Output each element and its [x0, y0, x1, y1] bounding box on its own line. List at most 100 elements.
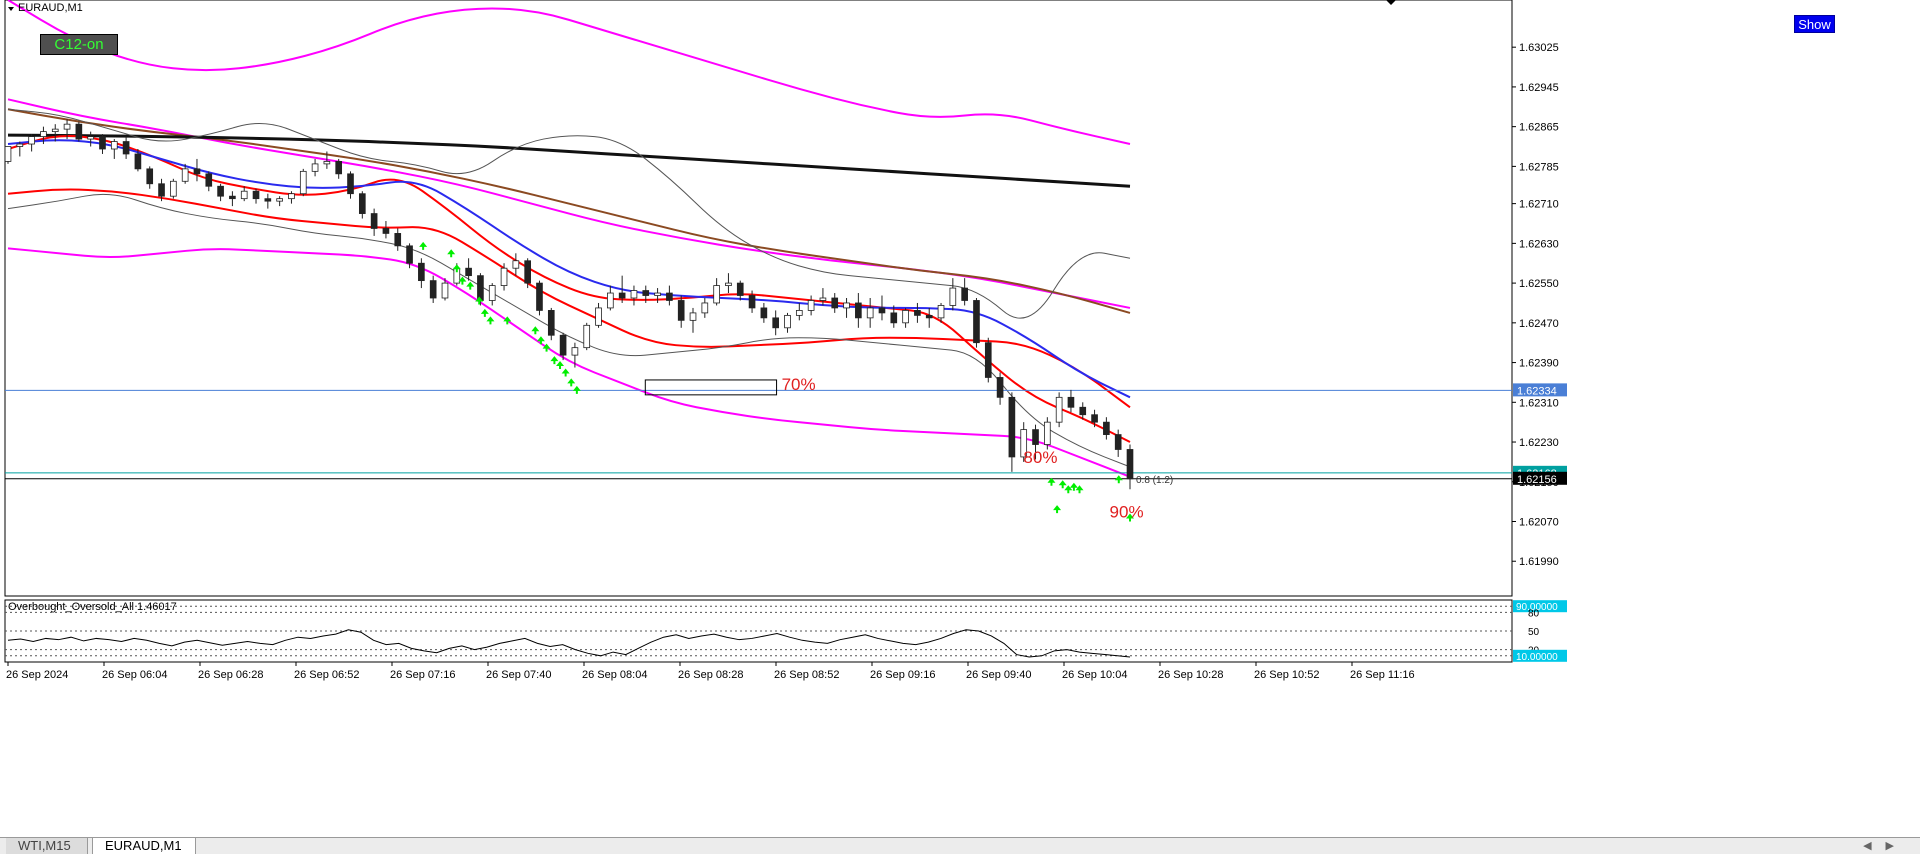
buy-arrow-icon [1053, 505, 1062, 514]
buy-arrow-icon [1058, 480, 1067, 489]
price-tick-label: 1.62710 [1519, 199, 1559, 211]
candle-body [642, 290, 650, 296]
candle-body [335, 161, 343, 175]
candle-body [1044, 421, 1051, 445]
candle-body [382, 228, 390, 234]
time-tick-label: 26 Sep 08:52 [774, 669, 839, 681]
sub-level-label: 10.00000 [1516, 652, 1558, 663]
candle-body [40, 131, 47, 137]
candle-body [831, 297, 839, 309]
indicator-line-4 [7, 134, 1131, 443]
candle-body [654, 292, 661, 296]
candle-body [28, 136, 35, 145]
buy-arrow-icon [572, 385, 581, 394]
price-chart[interactable]: 1.63025 1.62945 1.62865 1.62785 1.62710 1.626… [0, 0, 1920, 836]
candle-body [559, 334, 567, 356]
candle-body [465, 267, 472, 277]
tab-wti-m15[interactable]: WTI,M15 [6, 838, 88, 854]
candle-body [547, 310, 555, 336]
sub-indicator-name: Overbought_Oversold_All 1.46017 [8, 601, 177, 613]
price-tick-label: 1.62785 [1519, 161, 1559, 173]
candle-body [252, 190, 260, 200]
buy-arrow-icon [486, 316, 495, 325]
indicator-line-9 [7, 193, 1131, 468]
price-tick-label: 1.62390 [1519, 358, 1559, 370]
candle-body [760, 307, 768, 319]
candle-body [713, 285, 720, 304]
buy-arrow-icon [531, 326, 540, 335]
candle-body [914, 310, 921, 316]
candle-body [583, 324, 591, 349]
candle-body [170, 180, 177, 197]
candle-body [701, 302, 709, 314]
tab-scroll-arrows[interactable]: ◀▶ [1863, 840, 1908, 852]
candle-body [996, 377, 1004, 398]
candle-body [689, 312, 697, 321]
candle-body [370, 213, 378, 229]
percent-annotation: 70% [782, 375, 816, 394]
time-tick-label: 26 Sep 10:28 [1158, 669, 1223, 681]
time-tick-label: 26 Sep 07:16 [390, 669, 455, 681]
candle-body [4, 146, 12, 162]
candle-body [866, 307, 874, 319]
buy-arrow-icon [561, 368, 570, 377]
candle-body [1103, 421, 1110, 435]
tab-euraud-m1[interactable]: EURAUD,M1 [92, 838, 196, 854]
price-tick-label: 1.62470 [1519, 318, 1559, 330]
percent-annotation: 80% [1023, 448, 1057, 467]
indicator-line-2 [7, 108, 1131, 314]
price-tick-label: 1.62310 [1519, 397, 1559, 409]
time-tick-label: 26 Sep 06:04 [102, 669, 167, 681]
buy-arrow-icon [419, 241, 428, 250]
candle-body [890, 312, 898, 324]
time-tick-label: 26 Sep 11:16 [1350, 669, 1415, 681]
buy-arrow-icon [536, 336, 545, 345]
candle-body [807, 300, 815, 311]
buy-arrow-icon [1069, 482, 1078, 491]
candle-body [418, 262, 425, 282]
candle-body [1055, 396, 1063, 423]
buy-arrow-icon [550, 356, 559, 365]
candle-body [524, 260, 531, 284]
candle-body [595, 307, 602, 326]
buy-arrow-icon [556, 361, 565, 370]
zone-rectangle[interactable] [644, 379, 778, 396]
buy-arrow-icon [458, 276, 467, 285]
candle-body [264, 198, 272, 202]
time-tick-label: 26 Sep 10:04 [1062, 669, 1127, 681]
time-tick-label: 26 Sep 2024 [6, 669, 68, 681]
sub-level-label: 80 [1528, 608, 1540, 619]
candle-body [193, 168, 201, 175]
c12-on-button[interactable]: C12-on [40, 34, 118, 55]
candle-body [961, 287, 968, 301]
time-tick-label: 26 Sep 07:40 [486, 669, 551, 681]
shift-marker-icon [1386, 0, 1396, 5]
candle-body [323, 161, 331, 165]
price-tick-label: 1.62630 [1519, 238, 1559, 250]
indicator-line-3 [7, 133, 1131, 188]
price-tick-label: 1.61990 [1519, 556, 1559, 568]
chart-tab-bar: WTI,M15 EURAUD,M1 ◀▶ [0, 837, 1920, 854]
price-level-label: 1.62156 [1517, 474, 1557, 486]
candle-body [75, 123, 83, 140]
candle-body [488, 285, 496, 301]
candle-body [311, 163, 319, 172]
buy-arrow-icon [567, 378, 576, 387]
time-tick-label: 26 Sep 06:52 [294, 669, 359, 681]
price-tick-label: 1.62865 [1519, 122, 1559, 134]
candle-body [358, 193, 366, 214]
candle-body [134, 153, 142, 170]
price-level-tag [1513, 383, 1567, 397]
candle-body [878, 307, 886, 314]
time-tick-label: 26 Sep 08:28 [678, 669, 743, 681]
buy-arrow-icon [466, 281, 475, 290]
candle-body [276, 198, 283, 202]
buy-arrow-icon [452, 264, 461, 273]
show-button[interactable]: Show [1794, 15, 1835, 33]
price-tick-label: 1.62945 [1519, 82, 1559, 94]
price-tick-label: 1.62070 [1519, 517, 1559, 529]
candle-body [536, 282, 543, 311]
dropdown-triangle-icon[interactable] [8, 7, 14, 11]
buy-arrow-icon [1114, 475, 1123, 484]
oscillator-line [7, 629, 1131, 658]
